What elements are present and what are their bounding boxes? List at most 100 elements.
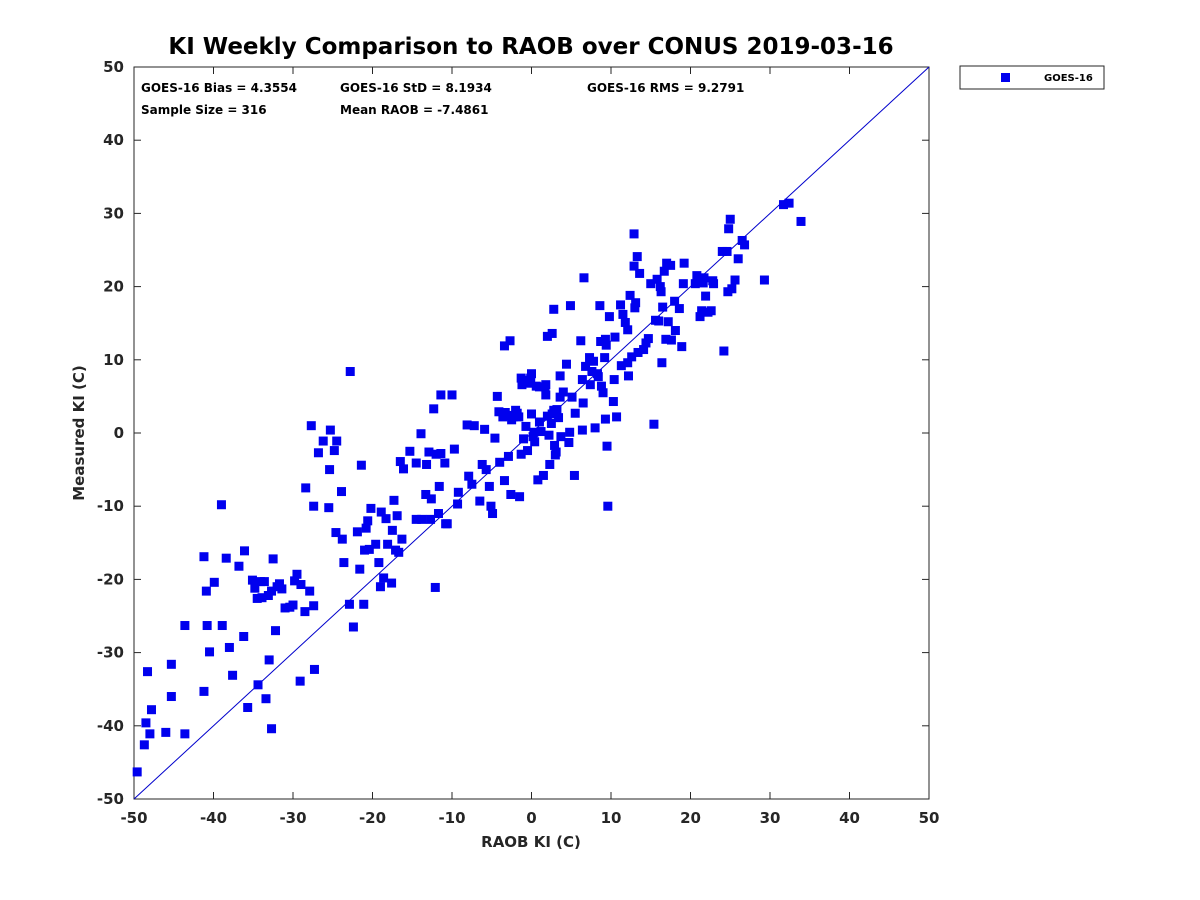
x-tick-label: 20 xyxy=(680,809,701,827)
data-point xyxy=(325,465,335,475)
data-point xyxy=(395,457,405,467)
data-point xyxy=(630,303,640,313)
data-point xyxy=(577,425,587,435)
data-point xyxy=(724,224,734,234)
data-point xyxy=(180,621,190,631)
data-point xyxy=(663,317,673,327)
data-point xyxy=(247,575,257,585)
data-point xyxy=(701,291,711,301)
legend-label: GOES-16 xyxy=(1044,73,1093,84)
data-point xyxy=(397,534,407,544)
data-point xyxy=(332,436,342,446)
data-point xyxy=(356,460,366,470)
data-point xyxy=(631,298,641,308)
data-point xyxy=(363,516,373,526)
data-point xyxy=(426,494,436,504)
data-point xyxy=(477,459,487,469)
data-point xyxy=(292,569,302,579)
data-point xyxy=(411,458,421,468)
data-point xyxy=(344,599,354,609)
data-point xyxy=(527,369,536,379)
y-tick-label: 50 xyxy=(103,58,124,76)
data-point xyxy=(143,667,153,677)
data-point xyxy=(555,371,565,381)
data-point xyxy=(387,525,397,535)
data-point xyxy=(376,507,386,517)
data-point xyxy=(601,340,611,350)
data-point xyxy=(627,352,637,362)
data-point xyxy=(600,414,610,424)
legend-box xyxy=(959,65,1105,90)
data-point xyxy=(545,459,555,469)
data-point xyxy=(355,564,365,574)
y-tick-label: -20 xyxy=(97,570,124,588)
data-point xyxy=(205,647,215,657)
data-point xyxy=(253,680,263,690)
data-point xyxy=(434,481,444,491)
data-point xyxy=(698,278,708,288)
data-point xyxy=(469,421,479,431)
data-point xyxy=(447,390,457,400)
data-point xyxy=(252,593,262,603)
data-point xyxy=(569,470,579,480)
data-point xyxy=(383,539,393,549)
data-point xyxy=(598,388,608,398)
data-point xyxy=(635,268,645,278)
data-point xyxy=(633,347,643,357)
data-point xyxy=(442,519,452,529)
data-point xyxy=(389,495,399,505)
data-point xyxy=(666,335,676,345)
y-tick-label: -10 xyxy=(97,497,124,515)
stat-bias: GOES-16 Bias = 4.3554 xyxy=(141,81,297,95)
data-point xyxy=(565,301,575,311)
data-point xyxy=(228,670,238,680)
data-point xyxy=(620,317,630,327)
data-point xyxy=(542,411,552,421)
data-point xyxy=(533,475,543,485)
data-point xyxy=(309,601,319,611)
data-point xyxy=(604,312,614,322)
data-point xyxy=(490,433,500,443)
stat-rms: GOES-16 RMS = 9.2791 xyxy=(587,81,744,95)
data-point xyxy=(796,216,806,226)
data-point xyxy=(649,419,659,429)
data-point xyxy=(730,275,740,285)
data-point xyxy=(484,481,494,491)
data-point xyxy=(600,353,610,363)
data-point xyxy=(666,260,676,270)
chart-title: KI Weekly Comparison to RAOB over CONUS … xyxy=(168,34,893,60)
data-point xyxy=(618,309,628,319)
data-point xyxy=(610,332,620,342)
data-point xyxy=(697,306,707,316)
data-point xyxy=(436,448,446,458)
data-point xyxy=(695,312,705,322)
data-point xyxy=(290,576,300,586)
x-axis-label: RAOB KI (C) xyxy=(481,833,581,851)
data-point xyxy=(411,514,421,524)
data-point xyxy=(416,429,426,439)
data-point xyxy=(467,479,477,489)
data-point xyxy=(264,655,274,665)
data-point xyxy=(608,397,618,407)
data-point xyxy=(709,279,719,289)
legend-marker-square xyxy=(1001,73,1010,82)
data-point xyxy=(217,621,227,631)
data-point xyxy=(538,470,548,480)
data-point xyxy=(364,544,374,554)
data-point xyxy=(331,528,341,538)
data-point xyxy=(659,266,669,276)
data-point xyxy=(417,514,427,524)
data-point xyxy=(464,471,474,481)
data-point xyxy=(541,390,551,400)
data-point xyxy=(494,407,504,417)
y-tick-label: 0 xyxy=(114,424,124,442)
data-point xyxy=(719,346,729,356)
y-axis-label: Measured KI (C) xyxy=(70,365,88,501)
data-point xyxy=(424,447,434,457)
data-point xyxy=(655,282,665,292)
x-tick-label: -50 xyxy=(120,809,147,827)
data-point xyxy=(453,499,463,509)
data-point xyxy=(462,420,472,430)
data-point xyxy=(678,279,688,289)
data-point xyxy=(199,686,209,696)
